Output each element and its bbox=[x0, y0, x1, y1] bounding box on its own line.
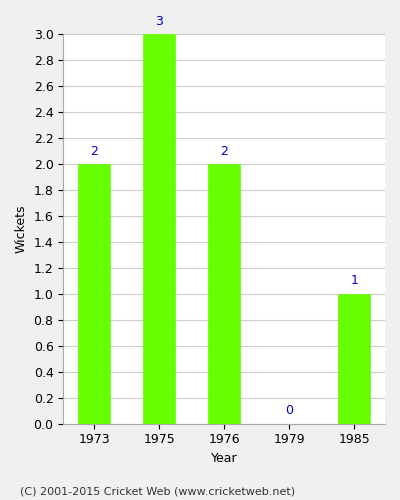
Text: 3: 3 bbox=[155, 15, 163, 28]
Y-axis label: Wickets: Wickets bbox=[15, 205, 28, 254]
Text: (C) 2001-2015 Cricket Web (www.cricketweb.net): (C) 2001-2015 Cricket Web (www.cricketwe… bbox=[20, 487, 295, 497]
Bar bbox=[143, 34, 175, 424]
Text: 1: 1 bbox=[350, 274, 358, 287]
Bar bbox=[338, 294, 370, 424]
Text: 2: 2 bbox=[90, 144, 98, 158]
X-axis label: Year: Year bbox=[211, 452, 238, 465]
Bar bbox=[78, 164, 110, 423]
Bar bbox=[208, 164, 240, 423]
Text: 2: 2 bbox=[220, 144, 228, 158]
Text: 0: 0 bbox=[285, 404, 293, 417]
